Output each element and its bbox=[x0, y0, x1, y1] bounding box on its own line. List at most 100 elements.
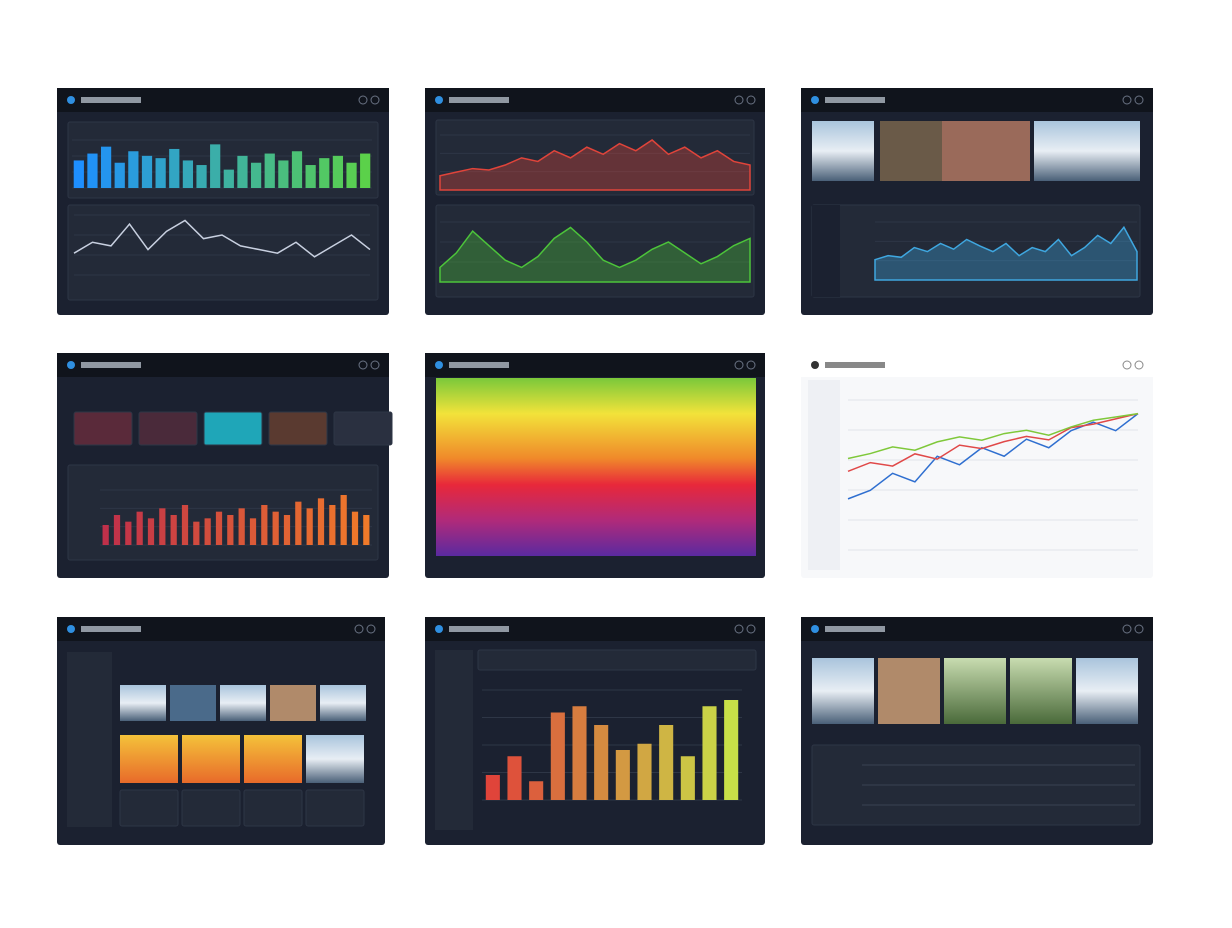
header-button bbox=[358, 95, 368, 105]
card bbox=[477, 649, 757, 671]
bar bbox=[637, 743, 652, 800]
bar bbox=[210, 144, 221, 188]
image bbox=[120, 735, 178, 783]
header-icon bbox=[811, 96, 819, 104]
area bbox=[439, 139, 751, 191]
sidebar bbox=[67, 652, 112, 827]
bar bbox=[283, 515, 291, 545]
area bbox=[874, 225, 1138, 281]
bar bbox=[615, 750, 630, 800]
sidebar bbox=[435, 650, 473, 830]
image bbox=[220, 685, 266, 721]
header-title bbox=[825, 97, 885, 103]
header-button bbox=[734, 95, 744, 105]
bar bbox=[329, 505, 336, 545]
card bbox=[435, 119, 755, 196]
bar bbox=[170, 515, 177, 545]
header-button bbox=[370, 95, 380, 105]
bar bbox=[272, 511, 279, 545]
card bbox=[181, 789, 241, 827]
panel bbox=[801, 353, 1153, 578]
header-icon bbox=[67, 96, 75, 104]
line bbox=[847, 412, 1139, 460]
bar bbox=[346, 162, 357, 188]
header-icon bbox=[435, 625, 443, 633]
header-button bbox=[746, 95, 756, 105]
image bbox=[170, 685, 216, 721]
bar bbox=[305, 165, 316, 188]
bar bbox=[169, 148, 180, 188]
header-title bbox=[449, 626, 509, 632]
bar bbox=[724, 700, 739, 800]
bar bbox=[702, 706, 717, 800]
image bbox=[1034, 121, 1140, 181]
header-title bbox=[449, 97, 509, 103]
header-title bbox=[81, 626, 141, 632]
bar bbox=[485, 775, 500, 800]
bar bbox=[317, 498, 325, 545]
header-title bbox=[449, 362, 509, 368]
header-button bbox=[746, 624, 756, 634]
bar bbox=[507, 756, 522, 800]
heatmap bbox=[436, 378, 756, 556]
header-button bbox=[734, 360, 744, 370]
image bbox=[944, 658, 1006, 724]
header-button bbox=[370, 360, 380, 370]
image bbox=[244, 735, 302, 783]
header-button bbox=[358, 360, 368, 370]
bar bbox=[572, 706, 587, 800]
bar bbox=[550, 712, 565, 800]
image bbox=[320, 685, 366, 721]
bar bbox=[291, 151, 303, 188]
header-title bbox=[825, 626, 885, 632]
bar bbox=[182, 160, 194, 188]
card bbox=[73, 411, 133, 446]
header-button bbox=[1134, 95, 1144, 105]
sidebar bbox=[812, 205, 840, 297]
sidebar bbox=[808, 380, 840, 570]
bar bbox=[594, 725, 609, 800]
image bbox=[1076, 658, 1138, 724]
image bbox=[306, 735, 364, 783]
card bbox=[119, 789, 179, 827]
header-icon bbox=[435, 361, 443, 369]
card bbox=[138, 411, 198, 446]
card bbox=[333, 411, 393, 446]
bar bbox=[340, 495, 347, 545]
bar bbox=[319, 158, 330, 188]
line bbox=[847, 413, 1139, 500]
header-icon bbox=[435, 96, 443, 104]
line bbox=[73, 219, 371, 258]
header-button bbox=[734, 624, 744, 634]
bar bbox=[351, 511, 359, 545]
header-button bbox=[1122, 95, 1132, 105]
image bbox=[942, 121, 1030, 181]
image bbox=[878, 658, 940, 724]
header-icon bbox=[811, 361, 819, 369]
bar bbox=[196, 165, 207, 188]
header-button bbox=[746, 360, 756, 370]
header-icon bbox=[811, 625, 819, 633]
image bbox=[182, 735, 240, 783]
bar bbox=[227, 515, 234, 545]
line bbox=[847, 412, 1139, 473]
header-button bbox=[1134, 360, 1144, 370]
bar bbox=[363, 515, 370, 545]
card bbox=[203, 411, 263, 446]
image bbox=[1010, 658, 1072, 724]
header-button bbox=[366, 624, 376, 634]
header-icon bbox=[67, 625, 75, 633]
bar bbox=[237, 155, 248, 188]
bar bbox=[147, 518, 155, 545]
bar bbox=[215, 511, 223, 545]
bar bbox=[295, 501, 302, 545]
card bbox=[67, 204, 379, 301]
bar bbox=[680, 756, 695, 800]
bar bbox=[278, 160, 289, 188]
image bbox=[270, 685, 316, 721]
bar bbox=[181, 505, 189, 545]
bar bbox=[264, 153, 275, 188]
bar bbox=[87, 153, 98, 188]
